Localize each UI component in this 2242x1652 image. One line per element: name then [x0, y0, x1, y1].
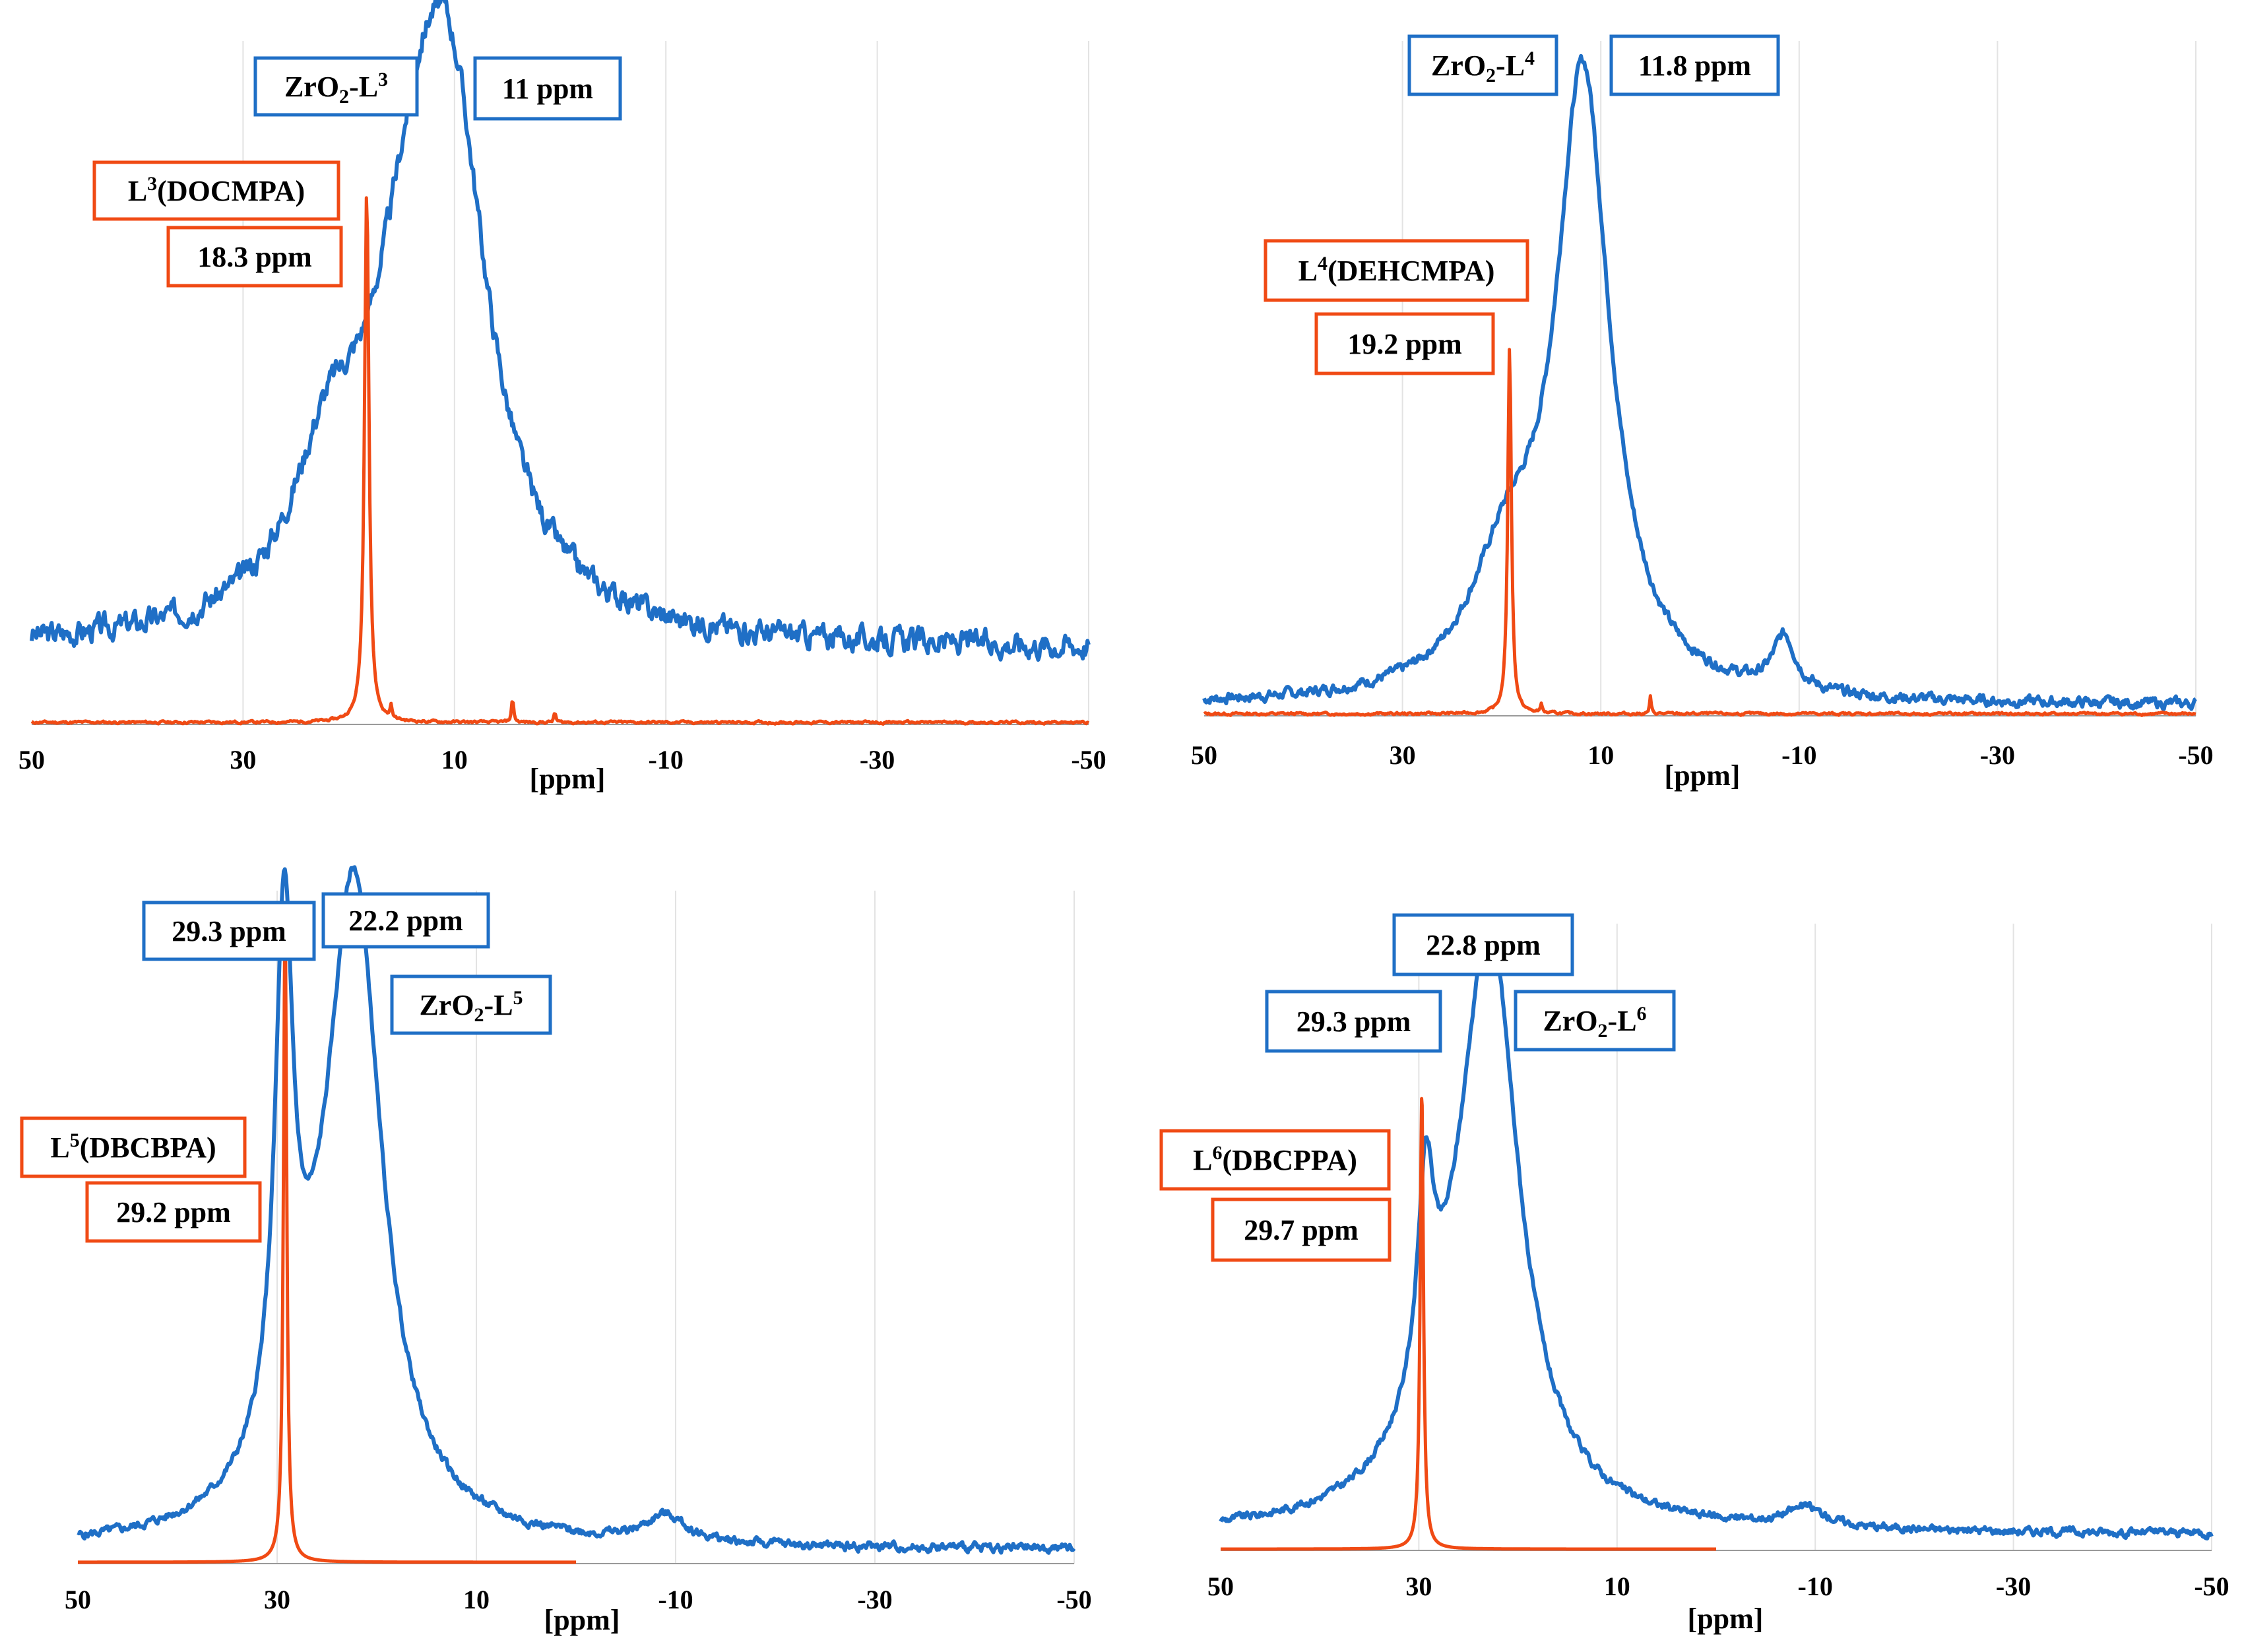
annotation-box: [1159, 1129, 1391, 1191]
annotation-text: 22.8 ppm: [1426, 929, 1541, 961]
annotation-text: L3(DOCMPA): [128, 173, 305, 207]
x-tick-label: 50: [18, 745, 45, 775]
annotation-text: L4(DEHCMPA): [1298, 253, 1495, 287]
composite-spectrum-line: [77, 865, 1076, 1555]
annotation-text: ZrO2-L5: [419, 987, 523, 1026]
panel-l5: 50 30 10 -10 -30 -50 [ppm] 29.3 ppm 22.2 ppm ZrO2…: [20, 865, 1092, 1636]
x-axis-label: [ppm]: [1688, 1603, 1764, 1635]
x-tick-label: -50: [2178, 740, 2213, 770]
x-tick-label: 30: [1390, 740, 1416, 770]
annotation-box: [92, 160, 340, 221]
annotation-box: [473, 56, 622, 121]
x-tick-label: -10: [649, 745, 684, 775]
ligand-peak-shift-label: 29.7 ppm: [1211, 1197, 1392, 1262]
composite-peak-shift-label: 11 ppm: [473, 56, 622, 121]
ligand-peak-shift-label: 29.2 ppm: [85, 1181, 262, 1243]
composite-peak-shift-label: 11.8 ppm: [1609, 34, 1780, 96]
ligand-peak-shift-label: 19.2 ppm: [1314, 312, 1495, 375]
annotation-text: ZrO2-L6: [1543, 1003, 1646, 1042]
ligand-spectrum-line: [30, 196, 1090, 726]
panel-l3: 50 30 10 -10 -30 -50 [ppm] ZrO2-L3 11 ppm L3(DOCM…: [18, 0, 1106, 795]
composite-species-label: ZrO2-L5: [390, 974, 552, 1035]
x-tick-label: 50: [65, 1585, 91, 1614]
annotation-box: [1514, 990, 1676, 1052]
panel-l4: 50 30 10 -10 -30 -50 [ppm] ZrO2-L4 11.8 ppm L4(DE…: [1191, 34, 2214, 792]
annotation-text: 11 ppm: [502, 73, 593, 105]
annotation-box: [166, 226, 343, 288]
composite-species-label: ZrO2-L4: [1407, 34, 1558, 96]
annotation-text: 29.7 ppm: [1244, 1214, 1359, 1246]
composite-peak-shift-2-label: 22.2 ppm: [321, 892, 490, 949]
annotation-text: 18.3 ppm: [197, 241, 312, 273]
composite-spectrum-line: [1202, 53, 2197, 711]
annotation-box: [1609, 34, 1780, 96]
annotation-box: [1392, 913, 1574, 976]
annotation-box: [253, 56, 419, 117]
annotation-text: 19.2 ppm: [1347, 328, 1462, 360]
x-tick-label: -30: [857, 1585, 892, 1614]
annotation-box: [1314, 312, 1495, 375]
annotation-box: [1407, 34, 1558, 96]
annotation-box: [321, 892, 490, 949]
composite-species-label: ZrO2-L3: [253, 56, 419, 117]
composite-spectrum-line: [1219, 922, 2214, 1541]
x-tick-label: -30: [1980, 740, 2015, 770]
x-tick-label: 10: [1604, 1572, 1630, 1601]
composite-peak-shift-1-label: 29.3 ppm: [142, 901, 316, 961]
composite-spectrum-line: [30, 0, 1091, 662]
composite-peak-shift-2-label: 22.8 ppm: [1392, 913, 1574, 976]
ligand-spectrum-line: [1203, 348, 2196, 717]
x-tick-label: 30: [1405, 1572, 1432, 1601]
x-tick-label: -30: [860, 745, 895, 775]
annotation-text: L6(DBCPPA): [1193, 1142, 1357, 1176]
x-tick-label: -30: [1996, 1572, 2031, 1601]
x-tick-label: -10: [1781, 740, 1816, 770]
x-tick-label: -10: [1798, 1572, 1833, 1601]
x-axis-label: [ppm]: [1665, 759, 1741, 792]
annotation-text: ZrO2-L4: [1431, 48, 1535, 86]
annotation-text: L5(DBCBPA): [50, 1129, 216, 1164]
annotation-box: [1264, 239, 1529, 302]
ligand-peak-shift-label: 18.3 ppm: [166, 226, 343, 288]
annotation-text: 29.3 ppm: [172, 915, 286, 947]
x-tick-label: 50: [1207, 1572, 1234, 1601]
annotation-box: [390, 974, 552, 1035]
annotation-text: 29.3 ppm: [1297, 1005, 1411, 1038]
panel-l6: 50 30 10 -10 -30 -50 [ppm] 22.8 ppm 29.3 ppm ZrO2…: [1159, 913, 2229, 1635]
composite-species-label: ZrO2-L6: [1514, 990, 1676, 1052]
ligand-name-label: L3(DOCMPA): [92, 160, 340, 221]
annotation-text: ZrO2-L3: [284, 69, 388, 108]
x-tick-label: -50: [1056, 1585, 1091, 1614]
annotation-box: [85, 1181, 262, 1243]
ligand-name-label: L5(DBCBPA): [20, 1116, 247, 1178]
annotation-box: [1211, 1197, 1392, 1262]
x-axis-label: [ppm]: [544, 1604, 620, 1636]
x-axis-label: [ppm]: [530, 763, 606, 795]
x-tick-label: 30: [230, 745, 256, 775]
ligand-name-label: L6(DBCPPA): [1159, 1129, 1391, 1191]
composite-peak-shift-1-label: 29.3 ppm: [1265, 990, 1442, 1053]
x-tick-label: -50: [2194, 1572, 2229, 1601]
annotation-text: 11.8 ppm: [1638, 49, 1751, 82]
annotation-text: 22.2 ppm: [348, 905, 463, 937]
ligand-name-label: L4(DEHCMPA): [1264, 239, 1529, 302]
x-tick-label: -50: [1071, 745, 1106, 775]
ligand-spectrum-line: [1219, 1096, 1717, 1551]
annotation-box: [1265, 990, 1442, 1053]
annotation-text: 29.2 ppm: [116, 1196, 231, 1228]
ligand-spectrum-line: [77, 922, 577, 1564]
x-tick-label: 30: [264, 1585, 290, 1614]
x-tick-label: 10: [441, 745, 468, 775]
annotation-box: [142, 901, 316, 961]
x-tick-label: 10: [463, 1585, 490, 1614]
x-tick-label: 50: [1191, 740, 1217, 770]
x-tick-label: -10: [658, 1585, 693, 1614]
annotation-box: [20, 1116, 247, 1178]
x-tick-label: 10: [1587, 740, 1614, 770]
